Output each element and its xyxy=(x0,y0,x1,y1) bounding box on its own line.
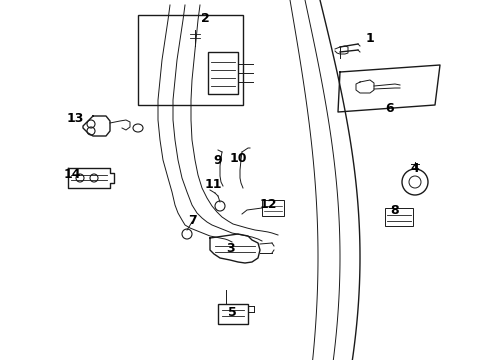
Text: 8: 8 xyxy=(391,203,399,216)
Bar xyxy=(138,15,243,105)
Text: 12: 12 xyxy=(259,198,277,211)
Text: 13: 13 xyxy=(66,112,84,125)
Text: 7: 7 xyxy=(188,213,196,226)
Text: 1: 1 xyxy=(366,31,374,45)
Text: 3: 3 xyxy=(226,242,234,255)
Text: 5: 5 xyxy=(228,306,236,319)
Text: 10: 10 xyxy=(229,152,247,165)
Text: 11: 11 xyxy=(204,179,222,192)
Bar xyxy=(385,208,413,226)
Text: 6: 6 xyxy=(386,102,394,114)
Bar xyxy=(262,200,284,216)
Text: 9: 9 xyxy=(214,153,222,166)
Text: 4: 4 xyxy=(411,162,419,175)
Bar xyxy=(218,304,248,324)
Bar xyxy=(208,52,238,94)
Text: 14: 14 xyxy=(63,168,81,181)
Text: 2: 2 xyxy=(200,12,209,24)
